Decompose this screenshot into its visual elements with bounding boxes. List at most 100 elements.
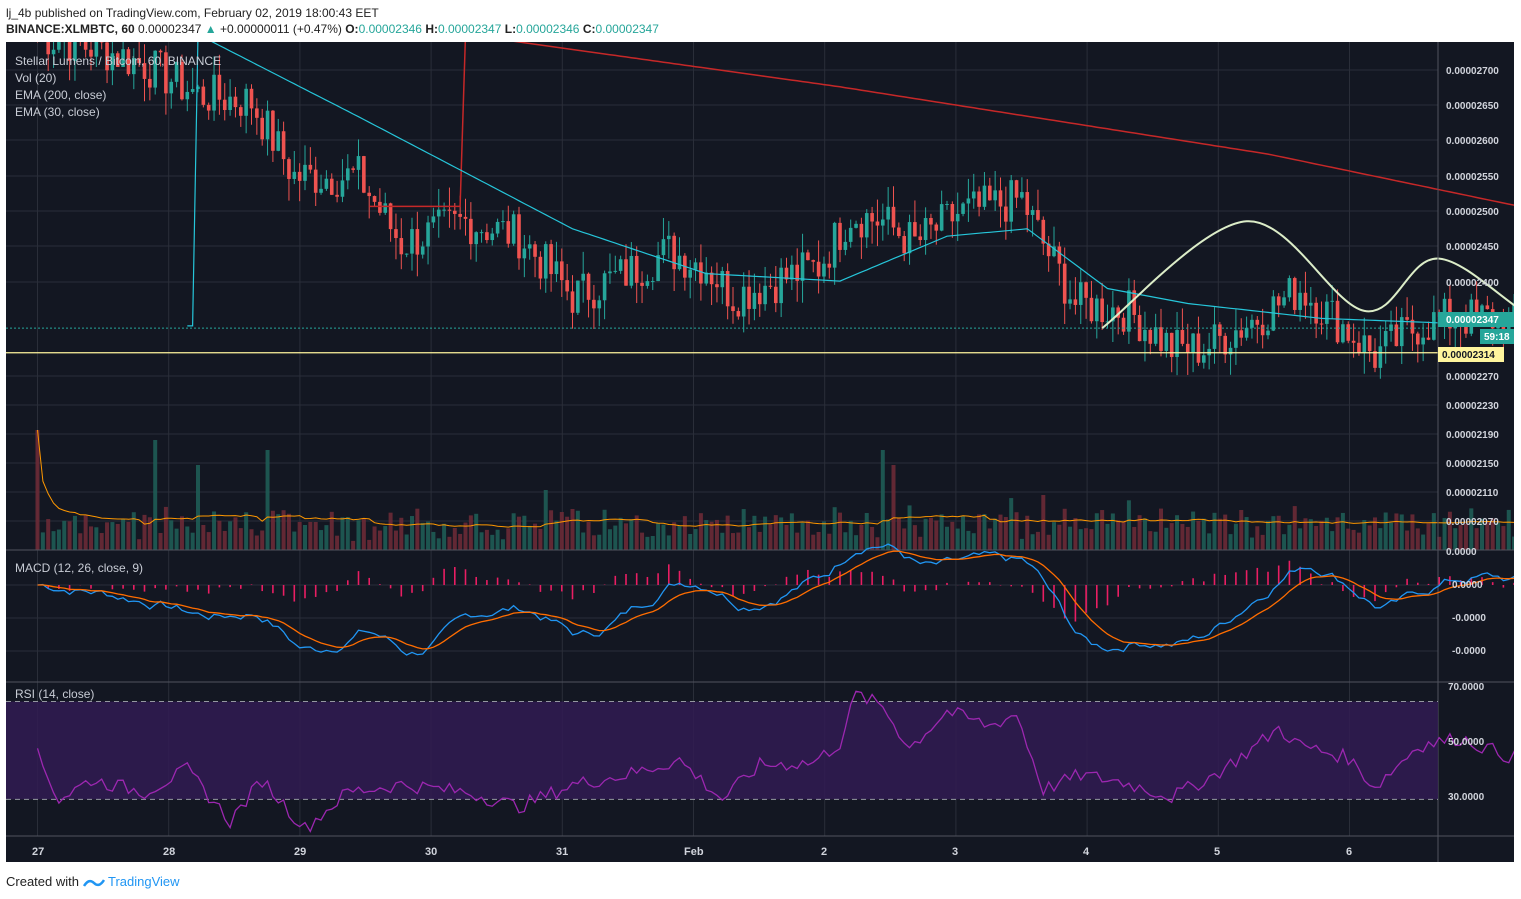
volume-bar <box>586 521 591 550</box>
volume-bar <box>977 514 982 550</box>
volume-bar <box>99 533 104 550</box>
trading-chart[interactable]: Stellar Lumens / Bitcoin, 60, BINANCE Vo… <box>6 42 1514 862</box>
ema30-legend[interactable]: EMA (30, close) <box>15 105 100 119</box>
candle-body <box>699 262 703 284</box>
candle-body <box>233 96 238 108</box>
last-price: 0.00002347 <box>138 22 202 36</box>
volume-bar <box>1132 526 1137 550</box>
volume-bar <box>463 522 468 550</box>
candle-body <box>784 267 789 280</box>
candle-body <box>51 49 56 55</box>
candle-body <box>1303 292 1308 306</box>
volume-bar <box>907 505 912 550</box>
candle-body <box>142 63 147 79</box>
candle-body <box>779 267 783 304</box>
candle-body <box>1111 307 1115 322</box>
candle-body <box>1009 180 1013 222</box>
candle-body <box>222 99 227 111</box>
time-tick: 31 <box>556 846 568 858</box>
volume-bar <box>821 521 826 550</box>
rsi-line <box>36 690 1514 833</box>
candle-body <box>169 81 174 94</box>
candle-body <box>485 232 489 241</box>
candle-body <box>1341 324 1345 343</box>
volume-bar <box>634 515 639 550</box>
candle-body <box>1351 340 1356 343</box>
candle-body <box>351 168 355 170</box>
up-arrow-icon: ▲ <box>204 22 217 36</box>
volume-bar <box>265 450 270 550</box>
volume-bar <box>1426 523 1431 550</box>
volume-bar <box>517 516 521 550</box>
main-legend-title[interactable]: Stellar Lumens / Bitcoin, 60, BINANCE <box>15 54 221 68</box>
volume-bar <box>67 521 72 550</box>
volume-bar <box>1057 524 1062 550</box>
candle-body <box>244 88 248 116</box>
volume-bar <box>1239 510 1244 550</box>
price-axis[interactable]: 0.00002700 0.00002650 0.00002600 0.00002… <box>1446 66 1499 558</box>
candle-body <box>618 259 623 271</box>
candle-body <box>1426 337 1431 340</box>
candle-body <box>479 232 484 234</box>
candle-body <box>1084 282 1088 298</box>
volume-bar <box>1126 500 1131 550</box>
volume-bar <box>1148 531 1153 550</box>
volume-bar <box>479 532 484 550</box>
candle-body <box>420 246 425 255</box>
volume-bar <box>367 539 372 550</box>
candle-body <box>977 191 981 207</box>
volume-bar <box>1282 534 1287 550</box>
volume-bar <box>939 514 944 550</box>
candle-body <box>806 252 810 261</box>
volume-bar <box>1458 525 1463 550</box>
projection-drawing[interactable] <box>1101 220 1514 438</box>
price-tick: 0.00002110 <box>1446 488 1499 499</box>
candle-body <box>287 159 291 179</box>
volume-bar <box>1485 521 1490 550</box>
volume-bar <box>1153 531 1158 550</box>
candle-body <box>1346 324 1351 341</box>
candle-body <box>1421 337 1425 345</box>
time-axis[interactable]: 27 28 29 30 31 Feb 2 3 4 5 6 <box>32 846 1352 858</box>
price-tick: 0.00002600 <box>1446 136 1499 147</box>
candle-body <box>431 216 436 223</box>
volume-bar <box>1244 517 1249 550</box>
candle-body <box>795 264 799 281</box>
volume-bar <box>602 509 607 550</box>
volume-legend[interactable]: Vol (20) <box>15 71 56 85</box>
volume-bar <box>731 533 735 550</box>
volume-bar <box>94 527 99 550</box>
candle-body <box>843 241 848 250</box>
volume-bar <box>1073 518 1078 550</box>
candle-body <box>57 42 61 50</box>
volume-bar <box>340 517 345 550</box>
candle-body <box>1234 330 1238 348</box>
volume-bar <box>902 528 907 550</box>
candle-body <box>1159 327 1163 351</box>
volume-bar <box>78 533 83 550</box>
candle-body <box>105 42 109 71</box>
volume-bar <box>313 522 318 550</box>
ema200-legend[interactable]: EMA (200, close) <box>15 88 106 102</box>
price-tick: 0.00002270 <box>1446 372 1499 383</box>
volume-bar <box>982 514 987 550</box>
volume-bar <box>752 515 757 550</box>
volume-bar <box>773 515 778 550</box>
volume-bar <box>1110 513 1115 550</box>
candle-body <box>1116 307 1120 318</box>
candle-body <box>255 108 259 118</box>
footer-brand[interactable]: TradingView <box>108 874 180 889</box>
macd-legend[interactable]: MACD (12, 26, close, 9) <box>15 561 143 575</box>
candle-body <box>1410 319 1415 334</box>
candle-body <box>854 223 858 228</box>
volume-bar <box>549 510 554 550</box>
candle-body <box>725 271 730 307</box>
candle-body <box>453 210 457 214</box>
volume-bar <box>1025 515 1030 550</box>
time-tick: 5 <box>1214 846 1220 858</box>
volume-bar <box>431 531 436 550</box>
volume-bar <box>372 526 377 550</box>
candle-body <box>993 190 997 201</box>
volume-bar <box>1223 514 1228 550</box>
rsi-legend[interactable]: RSI (14, close) <box>15 687 94 701</box>
